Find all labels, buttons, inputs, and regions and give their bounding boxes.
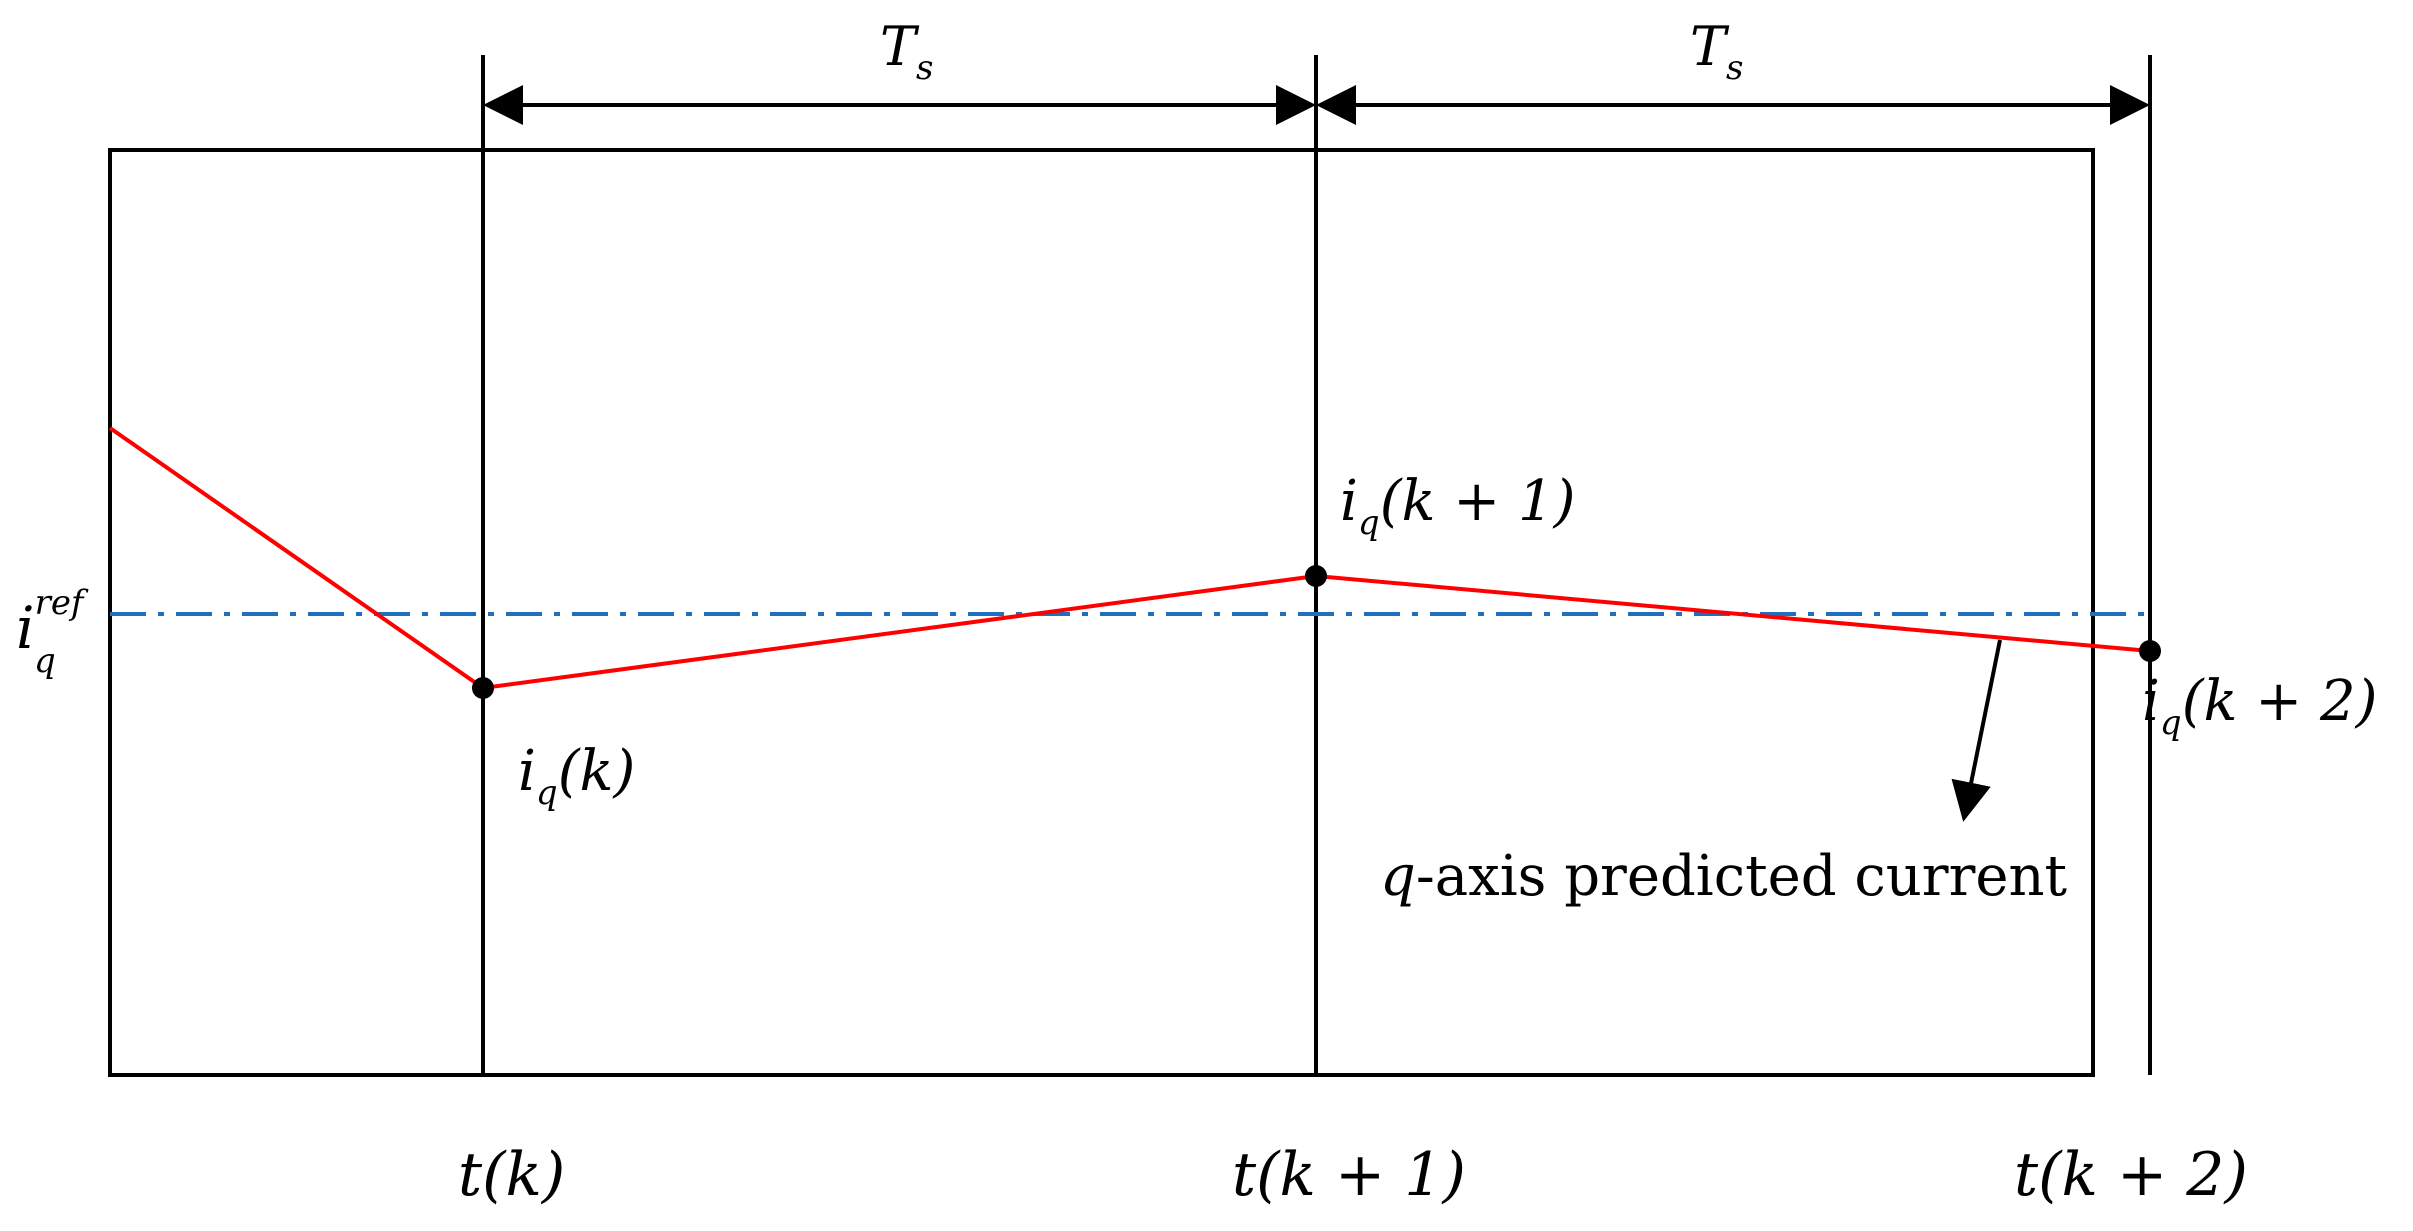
sample-point-k-plus-1 <box>1305 565 1327 587</box>
annotation-arrow <box>1951 639 2002 822</box>
sample-label-k-plus-2: iq(k + 2) <box>2142 669 2377 743</box>
annotation-text: q-axis predicted current <box>1380 844 2068 909</box>
period-label-1: Ts <box>880 15 933 88</box>
sample-point-k-plus-2 <box>2139 640 2161 662</box>
sample-label-k-plus-1: iq(k + 1) <box>1340 469 1575 543</box>
sample-point-k <box>472 677 494 699</box>
sample-label-k: iq(k) <box>518 739 635 813</box>
period-label-2: Ts <box>1690 15 1743 88</box>
predicted-current-line <box>108 426 2151 691</box>
time-label-k-plus-1: t(k + 1) <box>1232 1140 1466 1210</box>
time-label-k: t(k) <box>458 1140 565 1210</box>
time-label-k-plus-2: t(k + 2) <box>2014 1140 2248 1210</box>
reference-label: iref q <box>16 583 89 681</box>
